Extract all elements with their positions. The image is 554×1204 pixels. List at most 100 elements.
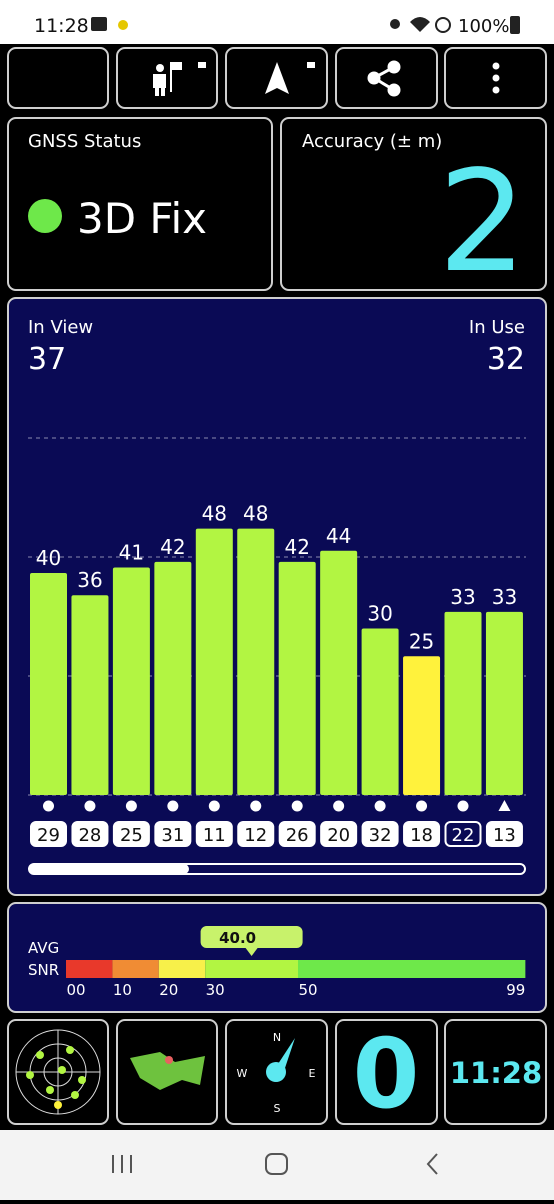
accuracy-card <box>280 117 547 291</box>
battery-icon <box>510 16 520 34</box>
notif-icon <box>118 20 128 30</box>
signal-bar <box>403 656 441 795</box>
signal-bar <box>195 528 233 795</box>
used-marker <box>208 800 220 812</box>
snr-tick-label: 30 <box>206 981 225 999</box>
snr-label: SNR <box>28 961 59 979</box>
snr-segment <box>158 960 206 978</box>
bar-label: 36 <box>77 568 102 592</box>
prn-box <box>278 821 316 847</box>
prn-box <box>30 821 67 847</box>
prn-box <box>237 821 275 847</box>
signal-bar <box>30 573 67 795</box>
prn-label: 32 <box>369 825 392 846</box>
signal-bar <box>112 567 150 795</box>
skyplot <box>15 1029 101 1115</box>
snr-segment <box>112 960 159 978</box>
snr-tick-label: 10 <box>113 981 132 999</box>
world-map <box>130 1052 205 1090</box>
nav-buttons <box>112 1153 438 1175</box>
status-time: 11:28 <box>34 15 89 37</box>
compass-e: E <box>309 1067 316 1080</box>
speed-value: 0 <box>353 1018 420 1130</box>
checkin-button[interactable] <box>116 47 218 109</box>
bar-label: 48 <box>243 502 268 526</box>
prn-label: 28 <box>78 825 101 846</box>
gnss-card <box>7 117 273 291</box>
prn-label: 25 <box>120 825 143 846</box>
snr-tick-label: 99 <box>506 981 525 999</box>
compass-needle <box>278 1038 295 1068</box>
recents-button[interactable] <box>112 1155 132 1173</box>
bar-label: 41 <box>119 540 144 564</box>
in-use-label: In Use <box>469 317 525 338</box>
signal-bar <box>485 611 523 795</box>
bar-label: 25 <box>409 629 434 653</box>
used-marker <box>167 800 179 812</box>
used-marker <box>416 800 428 812</box>
snr-segment <box>298 960 526 978</box>
dnd-icon <box>435 17 451 33</box>
used-marker <box>291 800 303 812</box>
prn-label: 29 <box>37 825 60 846</box>
compass-s: S <box>274 1102 281 1115</box>
bar-label: 42 <box>160 535 185 559</box>
used-marker <box>250 800 262 812</box>
signal-bar <box>361 628 399 795</box>
used-marker <box>457 800 469 812</box>
signal-bar <box>320 550 358 795</box>
home-button[interactable] <box>265 1153 288 1175</box>
prn-label: 13 <box>493 825 516 846</box>
accuracy-value: 2 <box>438 141 527 304</box>
snr-segment <box>205 960 298 978</box>
share-icon <box>367 60 401 97</box>
dots-icon <box>492 62 500 94</box>
prn-label: 22 <box>452 825 475 846</box>
tile-row <box>7 1019 547 1125</box>
gnss-label: GNSS Status <box>28 131 141 152</box>
snr-marker <box>200 926 303 956</box>
signal-bar <box>237 528 275 795</box>
prn-box <box>71 821 109 847</box>
gnss-value: 3D Fix <box>77 194 207 243</box>
signal-bar <box>154 561 192 795</box>
bar-label: 44 <box>326 524 351 548</box>
snr-tick-label: 00 <box>66 981 85 999</box>
in-view-value: 37 <box>28 342 66 377</box>
compass-letters: N E S W <box>237 1031 316 1115</box>
bar-label: 33 <box>450 585 475 609</box>
avg-label: AVG <box>28 939 59 957</box>
bar-label: 40 <box>36 546 61 570</box>
prn-label: 26 <box>286 825 309 846</box>
prn-box <box>361 821 399 847</box>
prn-box <box>444 821 482 847</box>
back-button[interactable] <box>426 1153 438 1175</box>
prn-box <box>485 821 523 847</box>
compass-hub <box>266 1062 286 1082</box>
used-marker <box>43 800 54 812</box>
bar-label: 30 <box>367 602 392 626</box>
night-button[interactable] <box>7 47 109 109</box>
used-marker <box>84 800 96 812</box>
snr-scale: 00 10 20 30 50 99 40.0 <box>66 926 526 999</box>
snr-tick-label: 50 <box>298 981 317 999</box>
prn-box <box>320 821 358 847</box>
clock-value: 11:28 <box>450 1056 542 1090</box>
used-marker <box>333 800 345 812</box>
speed-tile[interactable] <box>335 1019 438 1125</box>
snr-panel <box>7 902 547 1013</box>
snr-tick-label: 20 <box>159 981 178 999</box>
bar-label: 42 <box>284 535 309 559</box>
used-marker <box>498 800 511 811</box>
location-icon <box>390 19 400 29</box>
arrow-icon <box>265 62 289 94</box>
bar-label: 33 <box>492 585 517 609</box>
chart-grid <box>28 437 526 796</box>
in-use-value: 32 <box>487 342 525 377</box>
prn-label: 31 <box>161 825 184 846</box>
share-button[interactable] <box>335 47 438 109</box>
clock-tile[interactable] <box>444 1019 547 1125</box>
fix-dot <box>28 199 62 233</box>
